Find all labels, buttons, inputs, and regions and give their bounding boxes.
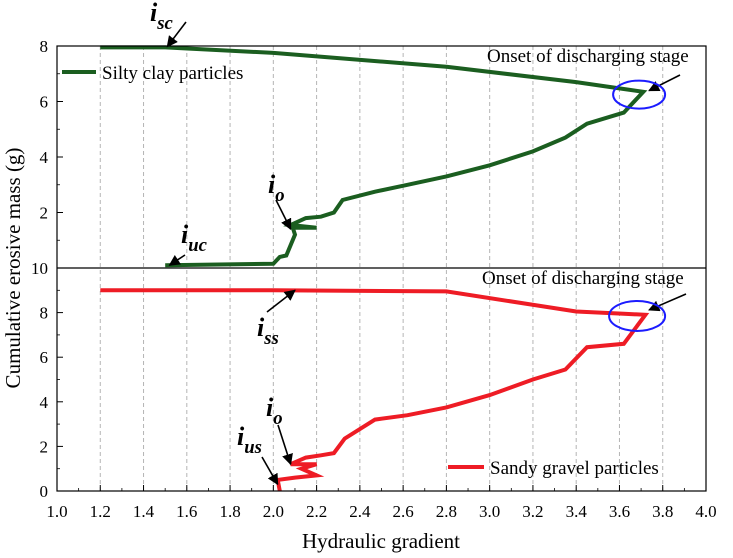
x-tick-label: 1.6 bbox=[176, 502, 197, 521]
arrow-ius bbox=[261, 456, 279, 486]
label-isc: isc bbox=[150, 0, 174, 34]
y-tick-label: 10 bbox=[31, 259, 48, 278]
x-tick-label: 3.2 bbox=[522, 502, 543, 521]
y-tick-label: 2 bbox=[40, 437, 49, 456]
x-tick-label: 2.2 bbox=[306, 502, 327, 521]
y-tick-label: 8 bbox=[40, 304, 49, 323]
label-io-bottom: io bbox=[266, 393, 283, 429]
y-tick-label: 2 bbox=[40, 204, 49, 223]
x-tick-label: 2.8 bbox=[436, 502, 457, 521]
x-tick-label: 4.0 bbox=[695, 502, 716, 521]
arrow-onset-bottom bbox=[648, 293, 687, 312]
y-tick-label: 6 bbox=[40, 348, 49, 367]
onset-label-top: Onset of discharging stage bbox=[487, 46, 689, 67]
x-tick-label: 3.8 bbox=[652, 502, 673, 521]
x-tick-label: 2.0 bbox=[263, 502, 284, 521]
y-axis-title: Cumulative erosive mass (g) bbox=[1, 148, 25, 389]
y-tick-label: 6 bbox=[40, 93, 49, 112]
onset-label-bottom: Onset of discharging stage bbox=[482, 268, 684, 289]
x-tick-label: 2.4 bbox=[349, 502, 371, 521]
x-tick-label: 1.2 bbox=[90, 502, 111, 521]
x-tick-label: 1.8 bbox=[219, 502, 240, 521]
arrow-iss bbox=[266, 289, 296, 313]
legend-layer: Silty clay particles Sandy gravel particl… bbox=[62, 63, 659, 479]
x-tick-label: 3.6 bbox=[609, 502, 630, 521]
onset-ellipse-bottom bbox=[608, 299, 667, 332]
x-tick-label: 3.4 bbox=[566, 502, 588, 521]
arrow-io-top bbox=[275, 199, 292, 231]
x-tick-label: 3.0 bbox=[479, 502, 500, 521]
sandy-gravel-line bbox=[100, 288, 650, 492]
y-tick-label: 4 bbox=[40, 148, 49, 167]
arrow-io-bottom bbox=[277, 424, 293, 466]
label-iss: iss bbox=[257, 313, 279, 349]
legend-label-silty-clay: Silty clay particles bbox=[102, 63, 243, 84]
tick-layer: 1.0 1.2 1.4 1.6 1.8 2.0 2.2 2.4 2.6 2.8 3.0 3.2 3.4 3… bbox=[31, 37, 717, 521]
arrow-isc bbox=[166, 21, 187, 48]
label-io-top: io bbox=[268, 170, 285, 206]
label-iuc: iuc bbox=[181, 220, 208, 256]
onset-ellipse-top bbox=[612, 79, 667, 110]
arrow-iuc bbox=[168, 254, 186, 266]
annotation-layer: isc iuc io Onset of discharging stage iss ius… bbox=[150, 0, 689, 486]
x-tick-label: 1.4 bbox=[133, 502, 155, 521]
series-layer bbox=[100, 45, 650, 492]
arrow-onset-top bbox=[648, 74, 681, 92]
label-ius: ius bbox=[237, 422, 262, 458]
y-tick-label: 4 bbox=[40, 393, 49, 412]
x-axis-title: Hydraulic gradient bbox=[302, 529, 460, 553]
silty-clay-line bbox=[100, 45, 648, 268]
y-tick-label: 0 bbox=[40, 482, 49, 501]
x-tick-label: 1.0 bbox=[46, 502, 67, 521]
y-tick-label: 8 bbox=[40, 37, 49, 56]
x-tick-label: 2.6 bbox=[393, 502, 414, 521]
legend-label-sandy-gravel: Sandy gravel particles bbox=[490, 458, 659, 479]
